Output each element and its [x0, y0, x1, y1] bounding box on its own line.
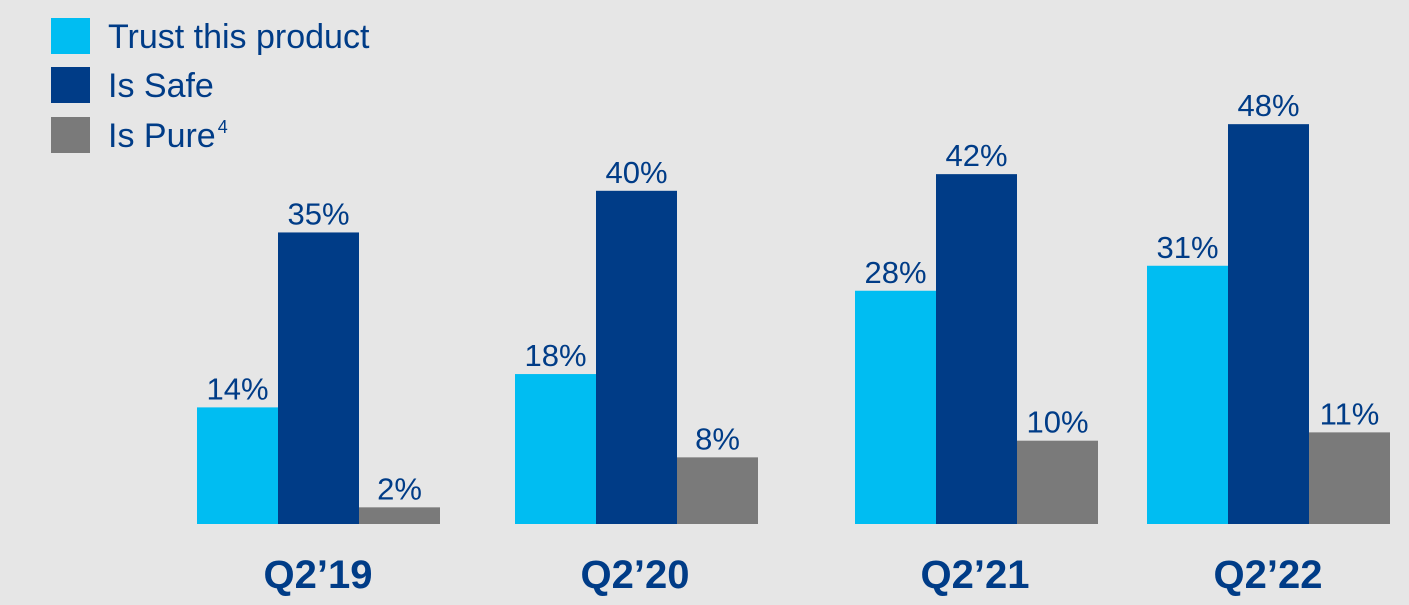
legend-swatch-is-safe	[51, 67, 90, 103]
category-labels-group: Q2’19 Q2’20 Q2’21 Q2’22	[264, 553, 1323, 597]
value-label-is-pure-q2-19: 2%	[377, 471, 422, 506]
category-label-q2-20: Q2’20	[581, 553, 690, 597]
bar-is-safe-q2-19	[278, 232, 359, 524]
bar-trust-this-product-q2-19	[197, 407, 278, 524]
category-label-q2-22: Q2’22	[1214, 553, 1323, 597]
legend-swatch-trust-this-product	[51, 18, 90, 54]
bar-is-safe-q2-20	[596, 190, 677, 525]
legend-label-trust-this-product: Trust this product	[108, 18, 370, 56]
bar-is-pure-q2-19	[359, 507, 440, 524]
legend-label-is-pure: Is Pure 4	[108, 117, 228, 155]
legend: Trust this product Is Safe Is Pure 4	[51, 18, 370, 155]
bar-trust-this-product-q2-20	[515, 374, 596, 524]
bars-group	[197, 124, 1390, 525]
category-label-q2-21: Q2’21	[921, 553, 1030, 597]
bar-trust-this-product-q2-21	[855, 290, 936, 524]
legend-superscript: 4	[218, 117, 228, 137]
value-label-is-safe-q2-19: 35%	[287, 196, 349, 231]
legend-label-is-safe: Is Safe	[108, 67, 214, 105]
value-label-is-safe-q2-21: 42%	[945, 138, 1007, 173]
value-labels-group: 14% 35% 2% 18% 40% 8% 28% 42% 10% 31% 48% 11%	[206, 88, 1379, 506]
value-label-is-pure-q2-21: 10%	[1026, 405, 1088, 440]
category-label-q2-19: Q2’19	[264, 553, 373, 597]
bar-is-pure-q2-21	[1017, 440, 1098, 524]
value-label-is-safe-q2-20: 40%	[605, 155, 667, 190]
bar-is-pure-q2-20	[677, 457, 758, 524]
value-label-trust-this-product-q2-21: 28%	[864, 255, 926, 290]
value-label-is-pure-q2-20: 8%	[695, 421, 740, 456]
value-label-trust-this-product-q2-22: 31%	[1156, 230, 1218, 265]
legend-swatch-is-pure	[51, 117, 90, 153]
value-label-trust-this-product-q2-19: 14%	[206, 371, 268, 406]
bar-is-safe-q2-21	[936, 174, 1017, 524]
bar-is-pure-q2-22	[1309, 432, 1390, 524]
value-label-is-pure-q2-22: 11%	[1320, 396, 1380, 431]
bar-trust-this-product-q2-22	[1147, 265, 1228, 524]
bar-is-safe-q2-22	[1228, 124, 1309, 524]
value-label-is-safe-q2-22: 48%	[1237, 88, 1299, 123]
value-label-trust-this-product-q2-20: 18%	[524, 338, 586, 373]
